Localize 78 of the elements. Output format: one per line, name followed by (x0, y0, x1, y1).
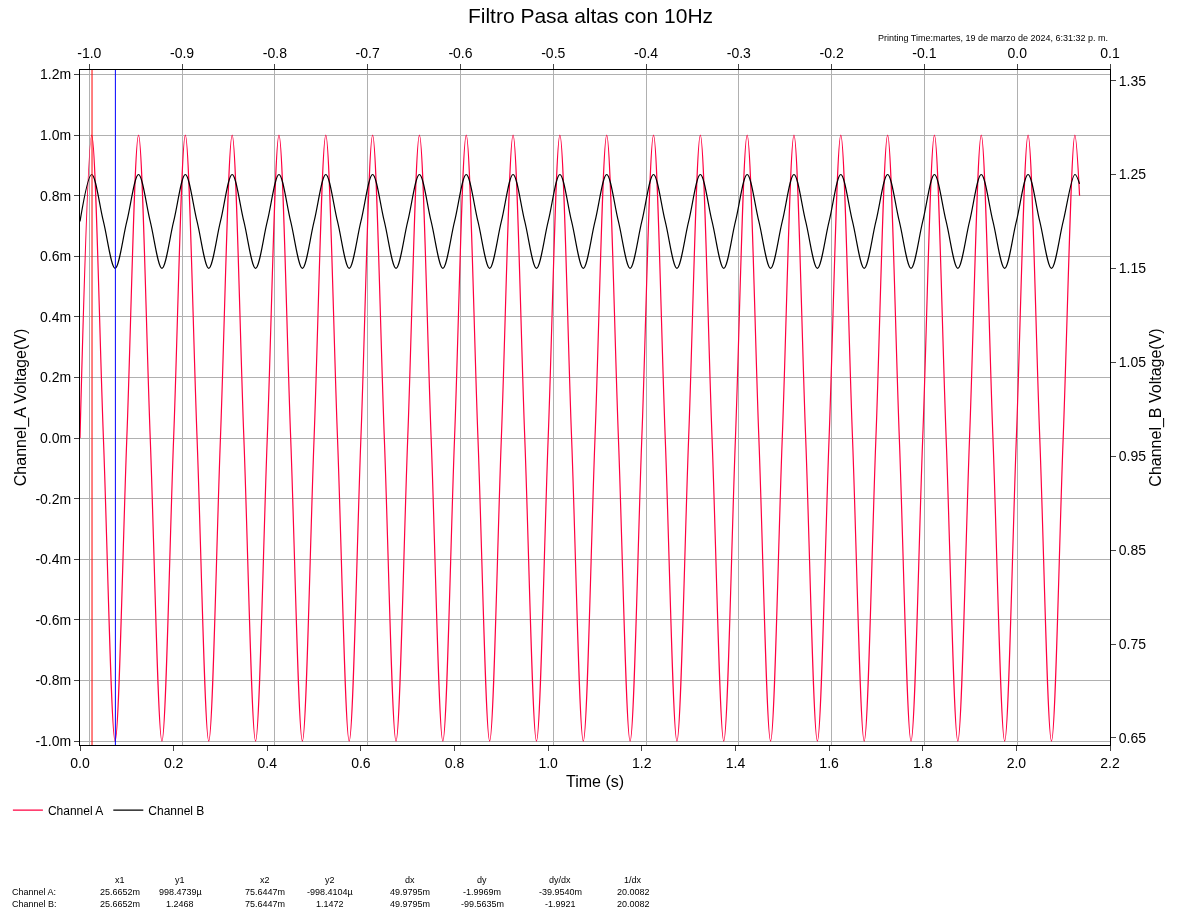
x-tick-label: 0.0 (70, 754, 90, 771)
x-tick-label: 1.4 (725, 754, 746, 771)
y2-tick-label: 1.35 (1118, 72, 1147, 89)
text: dy/dx (549, 875, 572, 885)
y-tick-label: 0.0m (40, 430, 72, 446)
text: 998.4739µ (159, 887, 202, 897)
text: Channel A: (12, 887, 57, 897)
x-tick-label: 1.2 (632, 754, 652, 771)
text: -1.9969m (463, 887, 502, 897)
y2-tick-label: 0.85 (1118, 542, 1147, 559)
legend-label: Channel A (47, 803, 104, 818)
text: 75.6447m (245, 899, 286, 909)
text: 20.0082 (617, 887, 650, 897)
x-tick-label: 1.6 (819, 754, 840, 771)
y-tick-label: 0.4m (40, 308, 72, 325)
x2-tick-label: 0.0 (1007, 45, 1028, 62)
x2-tick-label: 0.1 (1100, 45, 1120, 62)
x-axis-title: Time (s) (565, 773, 625, 791)
line-series (80, 134, 1081, 742)
text: x1 (115, 875, 125, 885)
text: dx (405, 875, 416, 885)
y-tick-label: -0.6m (35, 611, 72, 628)
y-axis-title: Channel_A Voltage(V) (12, 328, 31, 487)
x2-tick-label: -0.5 (541, 45, 566, 62)
y-tick-label: 0.8m (40, 187, 72, 204)
x-tick-label: 1.0 (538, 754, 559, 771)
text: y1 (175, 875, 185, 885)
text: 75.6447m (245, 887, 286, 897)
text: 1/dx (624, 875, 642, 885)
text: dy (477, 875, 488, 885)
text: Printing Time:martes, 19 de marzo de 2024, 6:31:32 p. m. (878, 33, 1109, 43)
x2-tick-label: -0.1 (912, 45, 937, 62)
x-tick-label: 0.2 (163, 754, 184, 771)
y-tick-label: 1.0m (40, 127, 72, 144)
text: 25.6652m (100, 899, 141, 909)
text: 1.1472 (316, 899, 344, 909)
x-tick-label: 0.6 (351, 754, 371, 771)
text: 25.6652m (100, 887, 141, 897)
x-tick-label: 1.8 (913, 754, 933, 771)
text: -1.9921 (545, 899, 576, 909)
y2-tick-label: 0.65 (1118, 729, 1147, 746)
x2-tick-label: -0.8 (262, 45, 288, 62)
x-tick-label: 0.8 (444, 754, 465, 771)
text: 49.9795m (390, 899, 431, 909)
x2-tick-label: -0.6 (448, 45, 473, 62)
x-tick-label: 2.0 (1006, 754, 1027, 771)
y-tick-label: -0.2m (35, 490, 72, 507)
y2-axis-title: Channel_B Voltage(V) (1146, 328, 1165, 487)
legend-label: Channel B (148, 803, 205, 818)
y-tick-label: 1.2m (40, 66, 72, 83)
x2-tick-label: -0.9 (170, 45, 195, 62)
x2-tick-label: -0.2 (819, 45, 844, 62)
text: -998.4104µ (307, 887, 353, 897)
y-tick-label: -1.0m (35, 732, 72, 749)
x2-tick-label: -0.3 (726, 45, 752, 62)
text: 49.9795m (390, 887, 431, 897)
y-tick-label: 0.6m (40, 248, 72, 265)
text: Channel B: (12, 899, 57, 909)
y2-tick-label: 1.15 (1118, 260, 1147, 277)
y2-tick-label: 0.95 (1118, 448, 1147, 465)
chart-title: Filtro Pasa altas con 10Hz (467, 3, 714, 27)
text: 20.0082 (617, 899, 650, 909)
text: y2 (325, 875, 335, 885)
x2-tick-label: -0.4 (633, 45, 659, 62)
x-tick-label: 0.4 (257, 754, 278, 771)
y2-tick-label: 1.05 (1118, 354, 1147, 371)
text: 1.2468 (166, 899, 194, 909)
text: x2 (260, 875, 270, 885)
x2-tick-label: -0.7 (355, 45, 380, 62)
text: -39.9540m (539, 887, 583, 897)
x2-tick-label: -1.0 (77, 45, 102, 62)
y2-tick-label: 0.75 (1118, 635, 1147, 652)
x-tick-label: 2.2 (1100, 754, 1120, 771)
y-tick-label: -0.4m (35, 551, 72, 568)
y2-tick-label: 1.25 (1118, 166, 1147, 183)
y-tick-label: 0.2m (40, 369, 72, 386)
text: -99.5635m (461, 899, 505, 909)
y-tick-label: -0.8m (35, 672, 72, 689)
